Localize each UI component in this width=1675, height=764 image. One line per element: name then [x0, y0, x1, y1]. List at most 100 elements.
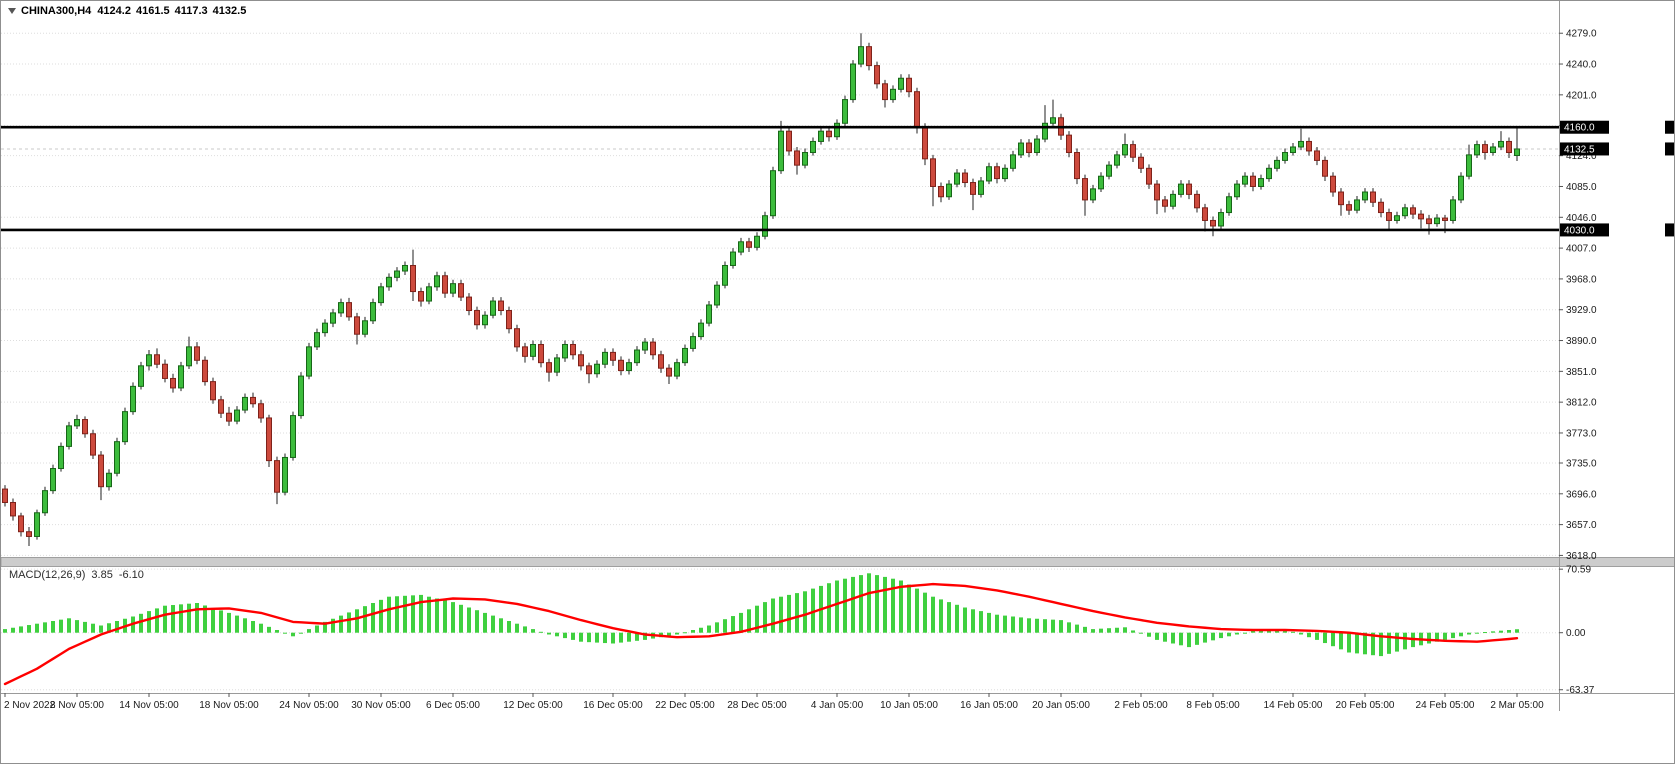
candle-up — [42, 490, 48, 514]
candle-up — [1394, 215, 1400, 221]
macd-histogram-bar — [307, 629, 311, 633]
price-axis-label: 3929.0 — [1566, 305, 1597, 316]
macd-histogram-bar — [507, 621, 511, 633]
macd-histogram-bar — [923, 592, 927, 633]
time-axis-label: 2 Feb 05:00 — [1114, 700, 1168, 711]
macd-histogram-bar — [427, 596, 431, 633]
candle-down — [1202, 207, 1208, 221]
macd-histogram-bar — [1067, 622, 1071, 633]
candle-down — [1314, 150, 1320, 161]
candle-down — [930, 158, 936, 187]
macd-histogram-bar — [171, 605, 175, 633]
candle-up — [114, 441, 120, 474]
candle-up — [74, 419, 80, 427]
macd-histogram-bar — [755, 605, 759, 633]
candle-up — [1050, 117, 1056, 124]
macd-histogram-bar — [59, 619, 63, 633]
macd-histogram-bar — [579, 632, 583, 642]
candle-up — [890, 88, 896, 101]
macd-histogram-bar — [1267, 630, 1271, 633]
macd-histogram-bar — [1515, 629, 1519, 633]
candle-up — [370, 302, 376, 322]
price-axis-label: 4124.0 — [1566, 151, 1597, 162]
macd-histogram-bar — [1155, 632, 1159, 640]
ohlc-high-value: 4161.5 — [135, 5, 170, 17]
candle-down — [98, 454, 104, 488]
macd-histogram-bar — [387, 596, 391, 633]
macd-axis-label: 0.00 — [1566, 628, 1586, 639]
candle-up — [562, 343, 568, 359]
time-axis-area[interactable] — [1, 693, 1675, 715]
macd-histogram-bar — [1251, 630, 1255, 633]
macd-histogram-bar — [139, 613, 143, 633]
candle-down — [1338, 191, 1344, 206]
candle-up — [1034, 138, 1040, 154]
candle-up — [674, 362, 680, 377]
macd-histogram-bar — [747, 609, 751, 633]
candle-up — [138, 365, 144, 387]
macd-histogram-bar — [1075, 624, 1079, 633]
macd-histogram-bar — [643, 632, 647, 640]
candle-down — [418, 291, 424, 302]
candle-up — [234, 409, 240, 422]
macd-axis-label: 70.59 — [1566, 565, 1591, 576]
candle-down — [210, 381, 216, 401]
candle-down — [1074, 152, 1080, 180]
macd-histogram-bar — [163, 605, 167, 633]
macd-histogram-bar — [203, 605, 207, 633]
macd-histogram-bar — [1491, 631, 1495, 633]
ohlc-close-value: 4132.5 — [212, 5, 247, 17]
candle-up — [1514, 148, 1520, 157]
macd-histogram-bar — [851, 576, 855, 633]
candle-up — [978, 180, 984, 195]
candle-up — [946, 183, 952, 198]
candle-down — [442, 275, 448, 294]
candle-up — [530, 343, 536, 357]
candle-up — [1402, 207, 1408, 217]
macd-histogram-bar — [1035, 618, 1039, 633]
macd-histogram-bar — [795, 593, 799, 633]
candle-up — [554, 357, 560, 373]
macd-histogram-bar — [875, 575, 879, 633]
candle-up — [842, 99, 848, 124]
macd-histogram-bar — [1379, 632, 1383, 657]
macd-histogram-bar — [547, 632, 551, 635]
macd-histogram-bar — [523, 626, 527, 633]
main-chart-area[interactable] — [1, 1, 1559, 557]
candle-up — [1458, 175, 1464, 201]
candle-down — [18, 515, 24, 533]
macd-histogram-bar — [443, 600, 447, 633]
price-axis-label: 4085.0 — [1566, 182, 1597, 193]
price-tag-edge-mark — [1665, 142, 1674, 156]
candle-up — [770, 170, 776, 217]
macd-histogram-bar — [675, 632, 679, 635]
candle-down — [786, 130, 792, 152]
price-axis-label: 3696.0 — [1566, 489, 1597, 500]
candle-down — [354, 316, 360, 335]
candle-up — [1450, 199, 1456, 221]
time-axis-label: 16 Dec 05:00 — [583, 700, 643, 711]
candle-up — [66, 425, 72, 447]
candle-down — [1442, 217, 1448, 221]
macd-histogram-bar — [259, 623, 263, 633]
macd-name: MACD(12,26,9) — [9, 569, 86, 581]
candle-up — [1466, 154, 1472, 177]
candle-up — [1018, 142, 1024, 156]
candle-down — [666, 367, 672, 377]
ohlc-low-value: 4117.3 — [174, 5, 208, 17]
macd-histogram-bar — [395, 596, 399, 633]
macd-panel-area[interactable] — [1, 567, 1559, 693]
macd-histogram-bar — [1371, 632, 1375, 656]
candle-up — [986, 166, 992, 182]
candle-up — [338, 302, 344, 314]
time-axis-label: 18 Nov 05:00 — [199, 700, 259, 711]
macd-histogram-bar — [915, 588, 919, 633]
macd-histogram-bar — [99, 625, 103, 633]
candle-up — [850, 63, 856, 101]
macd-histogram-bar — [115, 621, 119, 633]
panel-splitter[interactable] — [1, 557, 1675, 567]
candle-down — [1370, 191, 1376, 203]
price-axis-area[interactable] — [1559, 1, 1675, 693]
macd-histogram-bar — [1363, 632, 1367, 655]
